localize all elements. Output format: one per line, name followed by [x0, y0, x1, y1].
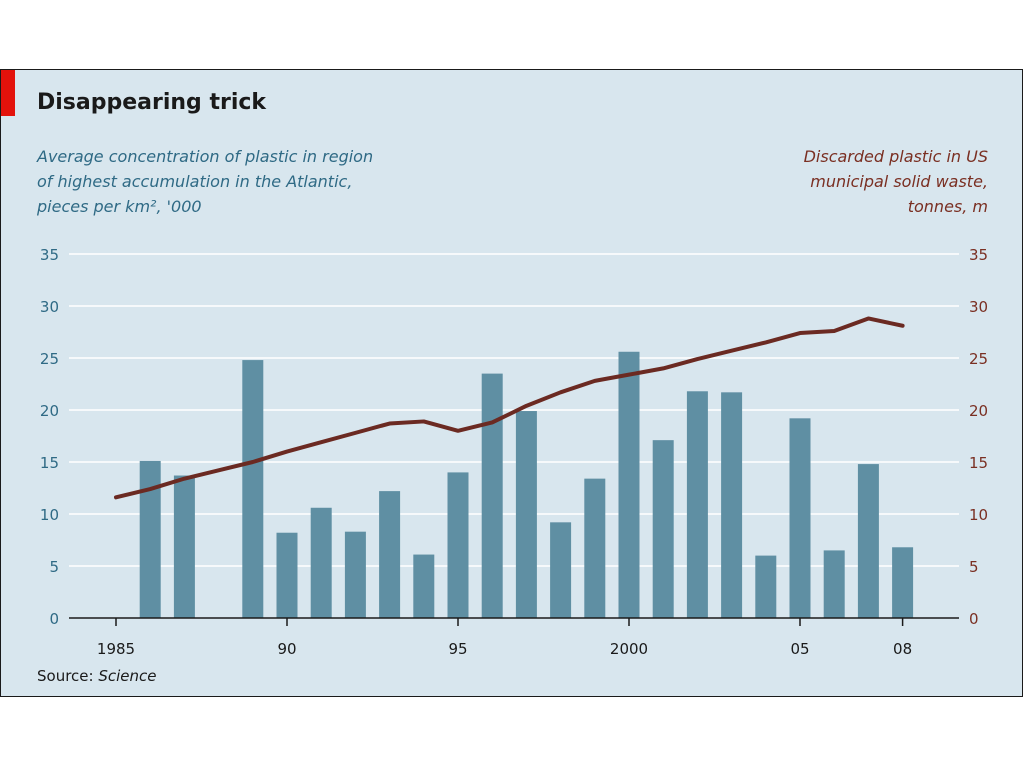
right-axis-description: Discarded plastic in US municipal solid … — [803, 147, 988, 216]
left-y-tick-label: 25 — [40, 350, 59, 368]
bar — [310, 507, 332, 618]
bar — [139, 460, 161, 618]
chart-title: Disappearing trick — [37, 90, 267, 115]
bar — [618, 351, 640, 618]
x-tick-label: 05 — [790, 640, 809, 658]
left-y-tick-label: 10 — [40, 506, 59, 524]
right-y-tick-label: 35 — [969, 246, 988, 264]
bar — [823, 550, 845, 618]
right-y-tick-label: 15 — [969, 454, 988, 472]
bar — [413, 554, 435, 618]
series-line — [114, 316, 905, 500]
source-name: Science — [98, 667, 157, 685]
bar — [892, 547, 914, 618]
left-y-tick-label: 5 — [49, 558, 59, 576]
bar — [789, 418, 811, 618]
bar — [173, 475, 195, 618]
bar — [276, 532, 298, 618]
right-y-tick-label: 5 — [969, 558, 979, 576]
right-y-tick-label: 25 — [969, 350, 988, 368]
x-tick-label: 2000 — [610, 640, 648, 658]
bar — [344, 531, 366, 618]
bar — [686, 391, 708, 618]
left-y-tick-label: 20 — [40, 402, 59, 420]
chart-panel: Disappearing trick Average concentration… — [0, 69, 1023, 697]
bar — [481, 373, 503, 618]
bar — [755, 555, 777, 618]
right-y-tick-label: 10 — [969, 506, 988, 524]
accent-bar — [1, 70, 15, 116]
source-note: Source: Science — [37, 667, 157, 685]
left-y-tick-label: 0 — [49, 610, 59, 628]
bar — [242, 360, 264, 618]
source-prefix: Source: — [37, 667, 99, 685]
x-tick-label: 95 — [448, 640, 467, 658]
bar — [550, 522, 572, 618]
bar — [515, 411, 537, 618]
left-y-tick-label: 15 — [40, 454, 59, 472]
x-tick-label: 90 — [277, 640, 296, 658]
bar — [379, 491, 401, 618]
bar — [857, 464, 879, 618]
right-y-tick-label: 0 — [969, 610, 979, 628]
right-y-tick-label: 20 — [969, 402, 988, 420]
bar — [584, 478, 606, 618]
left-y-tick-label: 35 — [40, 246, 59, 264]
bar — [721, 392, 743, 618]
left-axis-description: Average concentration of plastic in regi… — [37, 147, 374, 216]
bar — [652, 440, 674, 618]
bar — [447, 472, 469, 618]
x-tick-label: 1985 — [97, 640, 135, 658]
x-tick-label: 08 — [893, 640, 912, 658]
left-y-tick-label: 30 — [40, 298, 59, 316]
right-y-tick-label: 30 — [969, 298, 988, 316]
